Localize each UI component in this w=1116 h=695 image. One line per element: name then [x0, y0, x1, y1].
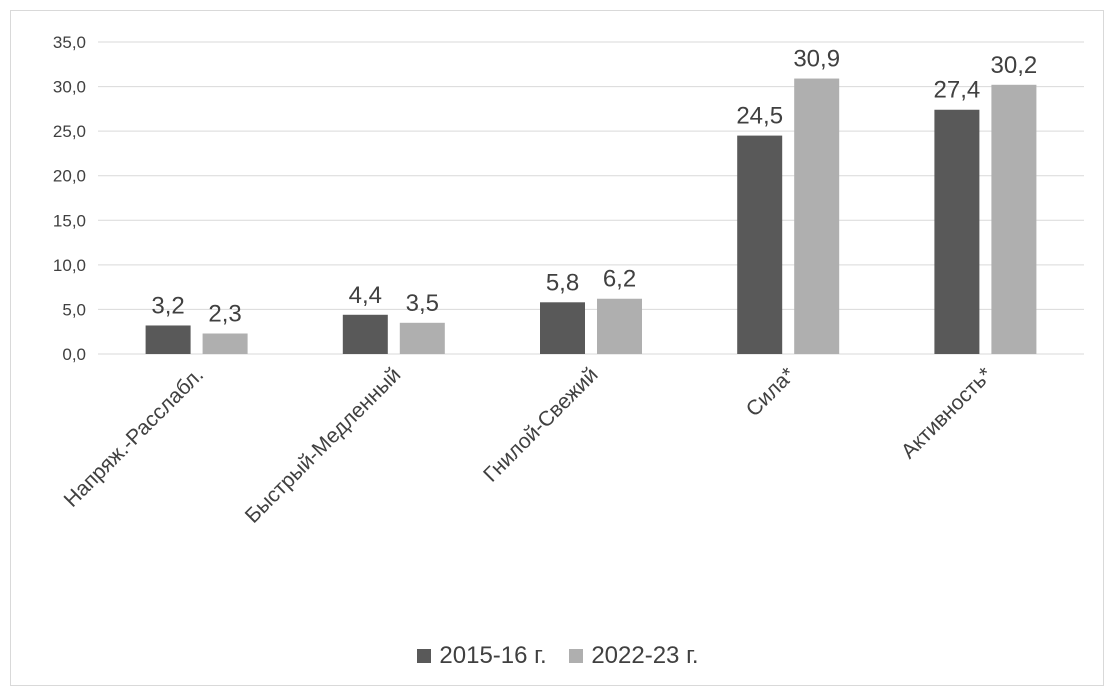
data-label: 30,9	[793, 46, 840, 73]
bar	[399, 322, 445, 354]
legend-label-series-1: 2015-16 г.	[439, 642, 547, 669]
x-tick-label: Быстрый-Медленный	[241, 363, 406, 528]
x-tick-label: Напряж.-Расслабл.	[60, 363, 209, 512]
legend: 2015-16 г. 2022-23 г.	[0, 642, 1116, 670]
data-label: 30,2	[991, 52, 1038, 79]
y-tick-label: 0,0	[62, 345, 86, 364]
bar	[342, 314, 388, 354]
data-label: 3,5	[406, 290, 439, 317]
legend-swatch-series-2	[569, 649, 584, 663]
bar	[145, 325, 191, 354]
bar	[934, 109, 980, 355]
data-label: 27,4	[934, 77, 981, 104]
data-label: 6,2	[603, 266, 636, 293]
y-tick-label: 35,0	[53, 33, 86, 52]
data-label: 2,3	[208, 300, 241, 327]
bar	[202, 333, 248, 354]
bar	[597, 298, 642, 354]
data-label: 24,5	[736, 103, 783, 130]
legend-label-series-2: 2022-23 г.	[591, 642, 699, 669]
data-label: 4,4	[349, 282, 382, 309]
y-tick-label: 15,0	[53, 211, 86, 230]
legend-item-series-1: 2015-16 г.	[417, 642, 547, 670]
x-tick-label: Сила*	[742, 363, 800, 421]
y-tick-label: 30,0	[53, 78, 86, 97]
bar	[794, 78, 840, 354]
data-label: 3,2	[151, 292, 184, 319]
y-tick-label: 5,0	[62, 300, 86, 319]
y-tick-label: 20,0	[53, 167, 86, 186]
legend-swatch-series-1	[417, 649, 432, 663]
y-tick-label: 25,0	[53, 122, 86, 141]
y-tick-label: 10,0	[53, 256, 86, 275]
bar	[540, 302, 585, 354]
bar	[737, 135, 783, 354]
legend-item-series-2: 2022-23 г.	[569, 642, 699, 670]
data-label: 5,8	[546, 269, 579, 296]
x-tick-label: Гнилой-Свежий	[479, 363, 602, 486]
x-tick-label: Активность*	[897, 363, 997, 463]
bar	[991, 84, 1037, 354]
